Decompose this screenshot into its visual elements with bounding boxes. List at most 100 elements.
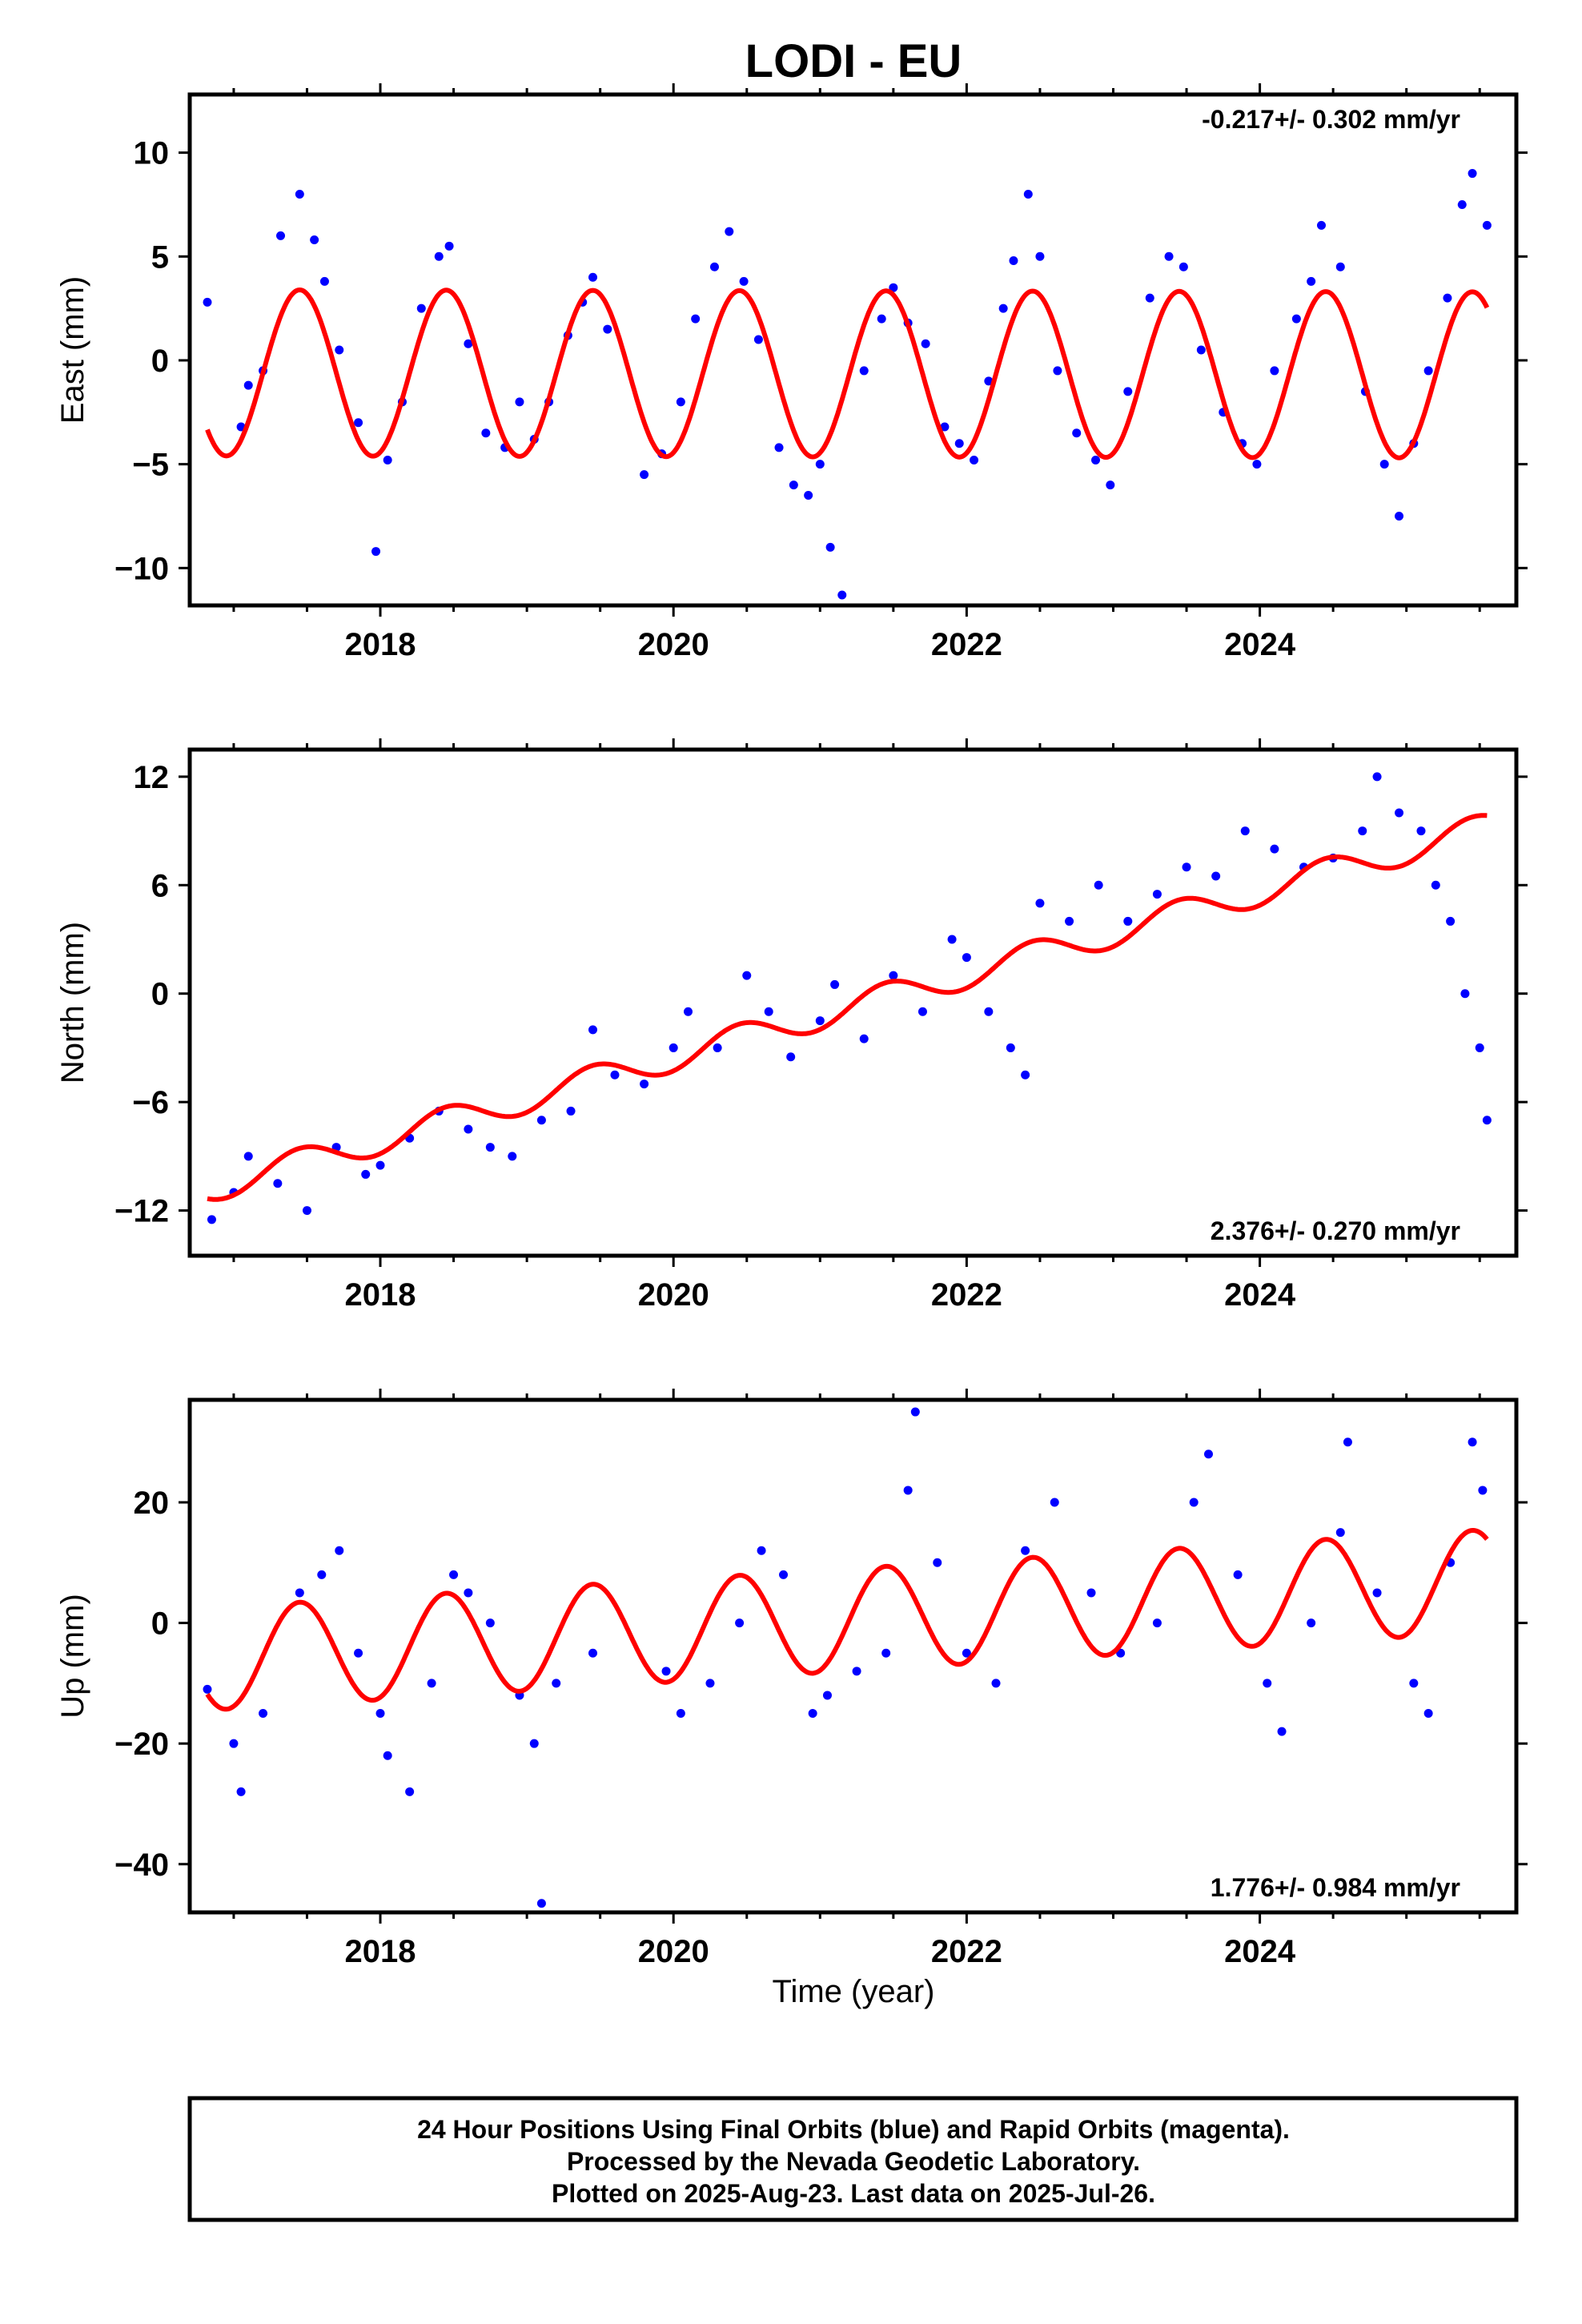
data-point xyxy=(1457,199,1467,209)
data-point xyxy=(319,276,329,286)
data-point xyxy=(1343,1437,1352,1447)
data-point xyxy=(243,1152,253,1161)
data-point xyxy=(774,443,784,452)
data-point xyxy=(1152,890,1162,899)
data-point xyxy=(259,1709,268,1719)
data-point xyxy=(859,1034,869,1043)
data-point xyxy=(1204,1449,1214,1459)
data-point xyxy=(1233,1570,1243,1579)
data-point xyxy=(552,1679,561,1688)
data-point xyxy=(881,1648,891,1658)
data-point xyxy=(713,1043,722,1052)
y-tick-label: 12 xyxy=(134,760,170,795)
rate-annotation: -0.217+/- 0.302 mm/yr xyxy=(1202,105,1460,134)
data-point xyxy=(1478,1486,1488,1495)
data-point xyxy=(295,189,304,199)
data-point xyxy=(933,1558,942,1567)
data-point xyxy=(954,439,964,448)
y-tick-label: 6 xyxy=(151,868,169,903)
data-point xyxy=(940,422,950,432)
data-point xyxy=(735,1618,745,1628)
plot-frame xyxy=(187,1397,1519,1915)
data-point xyxy=(1372,1588,1382,1598)
data-point xyxy=(1152,1618,1162,1628)
data-point xyxy=(1211,871,1221,881)
panels: 2018 2020 2022 2024 −10 −5 0 5 10 East (mm) -0.217… xyxy=(55,83,1528,1969)
footer-line-3: Plotted on 2025-Aug-23. Last data on 202… xyxy=(552,2179,1155,2208)
data-point xyxy=(921,339,930,348)
data-point xyxy=(566,1106,576,1116)
data-point xyxy=(815,1016,825,1026)
data-point xyxy=(962,1648,971,1658)
data-point xyxy=(837,590,847,600)
panel-1: 2018 2020 2022 2024 −12 −6 0 6 12 North (mm) 2.376… xyxy=(55,738,1528,1313)
data-point xyxy=(1145,293,1154,303)
data-point xyxy=(416,304,426,313)
data-point xyxy=(464,1588,473,1598)
data-point xyxy=(1316,220,1326,230)
data-point xyxy=(1307,1618,1316,1628)
data-point xyxy=(1277,1727,1287,1736)
data-point xyxy=(1482,1116,1492,1125)
data-point xyxy=(444,241,454,251)
plot-frame xyxy=(187,747,1519,1258)
data-point xyxy=(825,542,835,552)
y-tick-label: 5 xyxy=(151,239,169,275)
data-point xyxy=(603,324,612,334)
data-point xyxy=(1468,169,1477,179)
data-point xyxy=(947,935,957,944)
y-tick-label: −6 xyxy=(132,1085,169,1120)
data-point xyxy=(1182,862,1191,872)
data-point xyxy=(910,1407,920,1417)
data-point xyxy=(1395,511,1404,521)
data-point xyxy=(434,251,444,261)
data-point xyxy=(815,460,825,469)
data-point xyxy=(588,1025,598,1035)
data-point xyxy=(917,1007,927,1016)
x-tick-label: 2018 xyxy=(345,1934,416,1969)
data-point xyxy=(335,1546,344,1555)
data-point xyxy=(203,297,212,307)
y-tick-label: 20 xyxy=(134,1486,170,1521)
data-point xyxy=(1443,293,1452,303)
model-curve xyxy=(205,287,1490,460)
data-point xyxy=(877,314,886,324)
data-point xyxy=(705,1679,715,1688)
data-point xyxy=(822,1691,832,1700)
data-point xyxy=(1240,826,1250,836)
data-point xyxy=(1446,916,1456,926)
data-point xyxy=(1021,1070,1030,1080)
data-point xyxy=(1460,989,1470,999)
y-axis-label: North (mm) xyxy=(55,922,90,1084)
data-point xyxy=(536,1116,546,1125)
data-point xyxy=(1072,428,1082,438)
data-point xyxy=(229,1739,239,1748)
data-point xyxy=(375,1160,385,1170)
data-point xyxy=(1164,251,1174,261)
data-point xyxy=(962,953,971,963)
data-point xyxy=(1358,826,1367,836)
data-point xyxy=(243,380,253,390)
data-point xyxy=(508,1152,517,1161)
data-point xyxy=(640,470,649,480)
data-point xyxy=(529,1739,539,1748)
data-point xyxy=(1035,899,1045,908)
data-point xyxy=(1423,1709,1433,1719)
data-point xyxy=(709,262,719,271)
data-point xyxy=(684,1007,693,1016)
data-point xyxy=(742,971,752,980)
data-point xyxy=(1023,189,1033,199)
y-tick-label: −12 xyxy=(114,1194,169,1229)
data-point xyxy=(485,1618,495,1628)
data-point xyxy=(1065,916,1074,926)
data-point xyxy=(375,1709,385,1719)
data-point xyxy=(1094,880,1103,890)
data-point xyxy=(405,1787,415,1796)
plot-frame xyxy=(187,92,1519,608)
data-point xyxy=(481,428,491,438)
data-point xyxy=(610,1070,620,1080)
data-point xyxy=(753,335,763,344)
data-point xyxy=(1050,1498,1059,1507)
data-point xyxy=(1053,366,1062,376)
data-point xyxy=(485,1143,495,1152)
